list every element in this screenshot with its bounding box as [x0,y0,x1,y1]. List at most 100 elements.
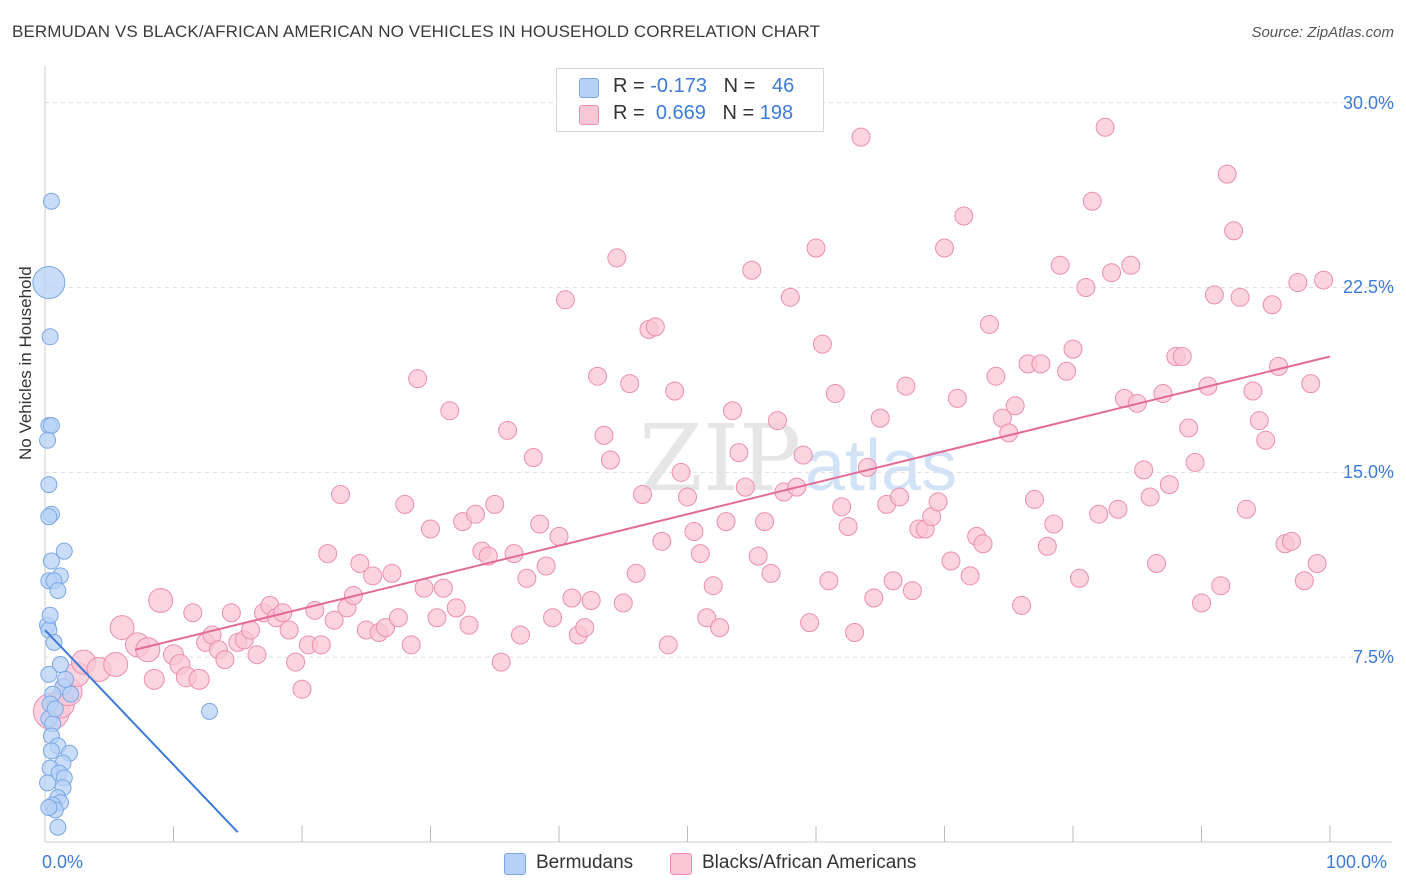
black-african-american-point [973,534,993,554]
black-african-american-point [562,588,582,608]
black-african-american-point [735,477,755,497]
black-african-american-point [221,603,241,623]
black-african-american-point [954,206,974,226]
black-african-american-point [459,615,479,635]
black-african-american-point [652,531,672,551]
black-african-american-point [633,485,653,505]
black-african-american-point [135,637,161,663]
black-african-american-point [382,563,402,583]
black-african-american-point [588,366,608,386]
black-african-american-point [832,497,852,517]
black-african-american-point [665,381,685,401]
black-african-american-point [697,608,717,628]
black-african-american-point [376,618,396,638]
bermudan-point [51,656,69,674]
bermudan-point [40,508,58,526]
black-african-american-point [671,462,691,482]
y-axis-label: No Vehicles in Household [16,266,35,460]
black-african-american-point [388,608,408,628]
bermudan-point [200,702,218,720]
black-african-american-point [1024,489,1044,509]
black-african-american-point [1230,287,1250,307]
black-african-american-point [941,551,961,571]
black-african-american-point [1134,460,1154,480]
black-african-american-point [1050,255,1070,275]
black-african-american-point [1031,354,1051,374]
black-african-american-point [1076,277,1096,297]
bermudan-point [40,665,58,683]
black-african-american-point [1249,411,1269,431]
black-african-american-point [902,581,922,601]
black-african-american-point [523,448,543,468]
black-african-american-point [498,420,518,440]
black-african-american-point [1172,346,1192,366]
black-african-american-point [215,650,235,670]
black-african-american-point [1069,568,1089,588]
bermudan-point [46,700,64,718]
black-african-american-point [979,314,999,334]
black-african-american-point [1063,339,1083,359]
black-african-american-point [1192,593,1211,613]
black-african-american-point [607,248,627,268]
black-african-american-point [960,566,980,586]
black-african-american-point [292,679,312,699]
black-african-american-point [722,401,742,421]
bermudan-point [41,328,59,346]
black-african-american-point [575,618,595,638]
black-african-american-point [433,578,453,598]
y-tick-label: 22.5% [1342,277,1394,298]
black-african-american-point [401,635,421,655]
black-african-american-point [536,556,556,576]
black-african-american-point [883,571,903,591]
black-african-american-point [1236,499,1256,519]
black-african-american-point [318,544,338,564]
bermudan-point [45,633,63,651]
bermudan-point [40,798,58,816]
black-african-american-point [1108,499,1128,519]
bottom-legend-label: Bermudans [536,852,634,873]
bermudan-point [49,818,67,836]
black-african-american-point [1224,221,1244,241]
black-african-american-point [504,544,524,564]
black-african-american-point [716,512,736,532]
y-tick-label: 15.0% [1342,462,1394,483]
bermudan-point [49,582,67,600]
black-african-american-point [143,668,165,690]
black-african-american-point [1005,396,1025,416]
chart-title: BERMUDAN VS BLACK/AFRICAN AMERICAN NO VE… [12,22,821,41]
black-african-american-point [1294,571,1314,591]
gridlines [45,102,1392,658]
black-african-american-point [825,383,845,403]
stats-legend: R = -0.173 N = 46 R = 0.669 N = 198 [556,68,824,132]
black-african-american-point [761,563,781,583]
legend-r-value: 0.669 [655,102,706,124]
legend-n-label: N = [722,102,760,124]
black-african-american-point [600,450,620,470]
legend-swatch-blue [579,78,599,98]
bermudan-point [39,431,57,449]
legend-r-label: R = [613,75,651,97]
black-african-american-point [183,603,203,623]
black-african-american-point [890,487,910,507]
black-african-american-point [1204,285,1224,305]
black-african-american-point [1288,273,1308,293]
black-african-american-point [517,568,537,588]
black-african-american-point [870,408,890,428]
black-african-american-point [1121,255,1141,275]
black-african-american-point [986,366,1006,386]
black-african-american-point [645,317,665,337]
black-african-american-point [845,623,865,643]
black-african-american-point [729,443,749,463]
black-african-american-point [1179,418,1199,438]
black-african-american-point [188,668,210,690]
black-african-american-point [594,425,614,445]
black-african-american-point [780,287,800,307]
black-african-american-point [331,485,351,505]
black-african-american-point [427,608,447,628]
y-tick-label: 7.5% [1352,647,1394,668]
black-african-american-point [530,514,550,534]
black-african-american-point [1301,374,1321,394]
black-african-american-point [806,238,826,258]
black-african-american-point [935,238,954,258]
black-african-american-point [1044,514,1064,534]
